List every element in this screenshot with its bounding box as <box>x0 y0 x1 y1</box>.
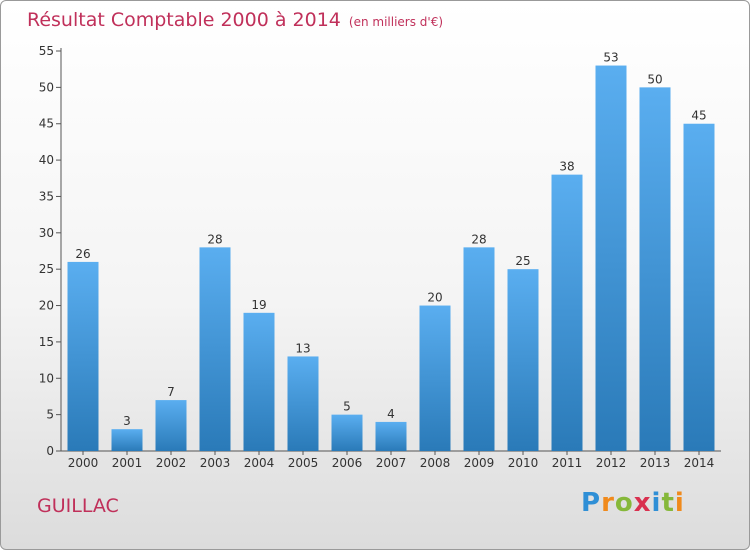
bar-2002 <box>155 400 187 451</box>
bar-value-label: 38 <box>559 160 574 174</box>
bar-2010 <box>507 269 539 451</box>
y-tick-label: 5 <box>46 408 54 422</box>
bar-2003 <box>199 247 231 451</box>
bar-value-label: 45 <box>691 109 706 123</box>
chart-title: Résultat Comptable 2000 à 2014 (en millie… <box>27 9 443 31</box>
y-tick-label: 0 <box>46 444 54 458</box>
y-tick-label: 10 <box>39 371 54 385</box>
x-tick-label: 2003 <box>200 456 231 470</box>
y-tick-label: 25 <box>39 262 54 276</box>
y-tick-label: 35 <box>39 189 54 203</box>
y-tick-label: 50 <box>39 80 54 94</box>
bar-2005 <box>287 356 319 451</box>
bar-value-label: 50 <box>647 72 662 86</box>
x-tick-label: 2001 <box>112 456 143 470</box>
bar-value-label: 5 <box>343 400 351 414</box>
bar-2004 <box>243 312 275 451</box>
y-tick-label: 20 <box>39 299 54 313</box>
x-tick-label: 2002 <box>156 456 187 470</box>
bar-2008 <box>419 305 451 451</box>
x-tick-label: 2011 <box>552 456 583 470</box>
bar-2011 <box>551 174 583 452</box>
y-tick-label: 15 <box>39 335 54 349</box>
x-tick-label: 2010 <box>508 456 539 470</box>
x-tick-label: 2000 <box>68 456 99 470</box>
commune-name: GUILLAC <box>37 495 119 517</box>
bar-2007 <box>375 421 407 451</box>
bar-value-label: 28 <box>207 232 222 246</box>
y-tick-label: 55 <box>39 44 54 58</box>
bar-2001 <box>111 429 143 451</box>
bar-value-label: 20 <box>427 291 442 305</box>
y-tick-label: 30 <box>39 226 54 240</box>
bar-value-label: 53 <box>603 51 618 65</box>
x-tick-label: 2012 <box>596 456 627 470</box>
bar-value-label: 28 <box>471 232 486 246</box>
chart-subtitle: (en milliers d'€) <box>348 15 444 29</box>
chart-title-text: Résultat Comptable 2000 à 2014 <box>27 9 341 31</box>
proxiti-logo[interactable]: Proxiti <box>581 488 685 518</box>
x-tick-label: 2013 <box>640 456 671 470</box>
x-tick-label: 2009 <box>464 456 495 470</box>
bar-2014 <box>683 123 715 452</box>
x-tick-label: 2005 <box>288 456 319 470</box>
bar-value-label: 4 <box>387 407 395 421</box>
bar-2006 <box>331 414 363 451</box>
bar-value-label: 26 <box>75 247 90 261</box>
bar-value-label: 7 <box>167 385 175 399</box>
x-tick-label: 2006 <box>332 456 363 470</box>
bar-2012 <box>595 65 627 451</box>
bar-2009 <box>463 247 495 451</box>
x-tick-label: 2008 <box>420 456 451 470</box>
x-tick-label: 2007 <box>376 456 407 470</box>
y-tick-label: 40 <box>39 153 54 167</box>
bar-value-label: 3 <box>123 414 131 428</box>
bar-value-label: 19 <box>251 298 266 312</box>
bar-2013 <box>639 87 671 451</box>
bar-value-label: 13 <box>295 341 310 355</box>
x-tick-label: 2004 <box>244 456 275 470</box>
bar-2000 <box>67 261 99 451</box>
bar-value-label: 25 <box>515 254 530 268</box>
x-tick-label: 2014 <box>684 456 715 470</box>
y-tick-label: 45 <box>39 117 54 131</box>
